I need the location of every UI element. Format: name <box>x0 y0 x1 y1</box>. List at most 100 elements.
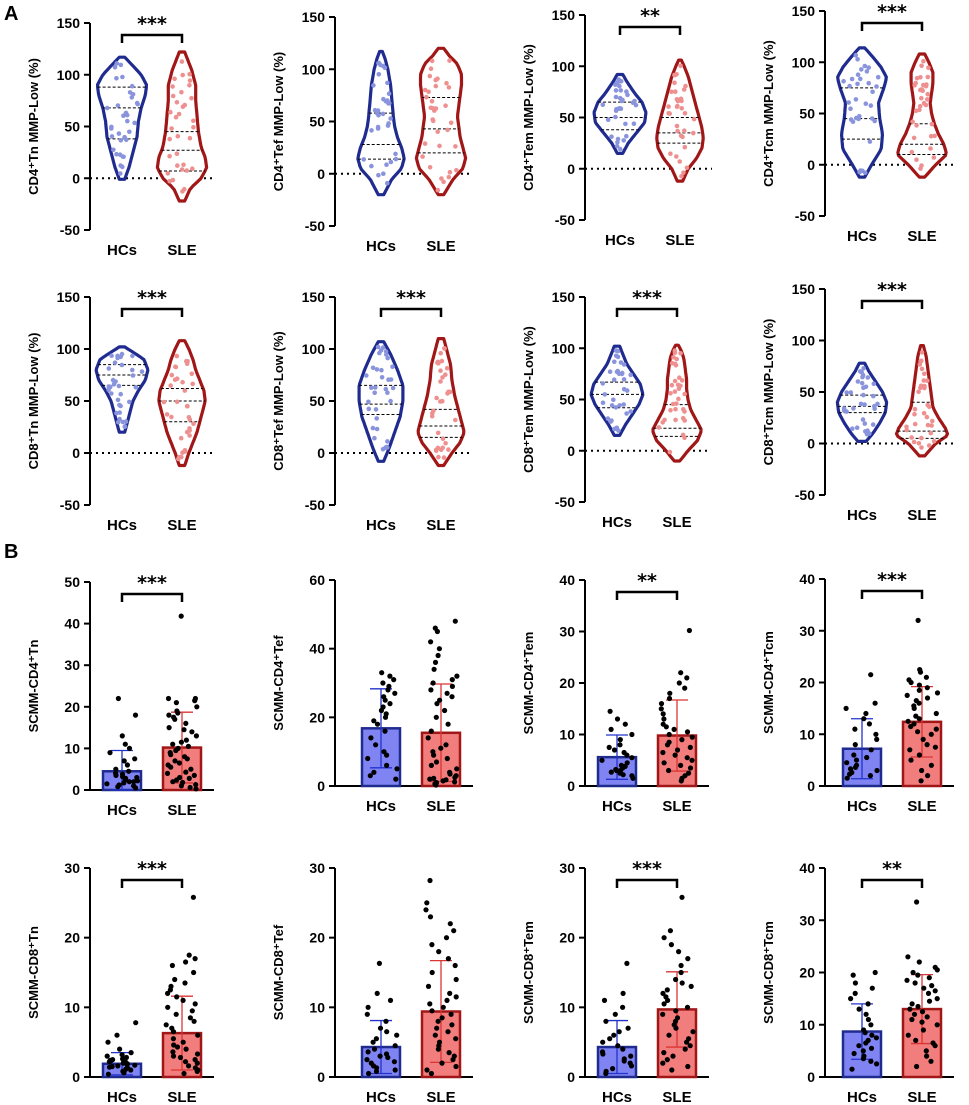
data-point <box>446 1050 452 1056</box>
data-point <box>870 89 875 95</box>
data-point <box>170 177 176 183</box>
data-point <box>676 680 682 686</box>
data-point <box>669 1067 675 1073</box>
data-point <box>427 165 433 170</box>
data-point <box>857 369 863 374</box>
data-point <box>169 372 175 378</box>
data-point <box>658 701 665 707</box>
y-tick-label: 50 <box>64 393 80 409</box>
data-point <box>178 739 184 745</box>
data-point <box>926 65 931 71</box>
data-point <box>183 769 189 775</box>
data-point <box>178 613 184 619</box>
data-point <box>661 760 667 766</box>
data-point <box>679 174 684 179</box>
data-point <box>368 735 374 741</box>
data-point <box>904 424 909 430</box>
data-point <box>928 731 934 737</box>
data-point <box>922 383 927 389</box>
data-point <box>428 762 434 769</box>
data-point <box>171 714 177 720</box>
data-point <box>911 135 917 141</box>
data-point <box>180 997 186 1004</box>
data-point <box>109 1063 115 1070</box>
data-point <box>599 757 605 763</box>
y-tick-label: 20 <box>559 675 575 691</box>
y-tick-label: 0 <box>72 782 80 798</box>
data-point <box>433 447 439 453</box>
data-point <box>374 367 380 372</box>
data-point <box>672 80 677 86</box>
data-point <box>439 1060 445 1066</box>
data-point <box>453 1036 459 1042</box>
data-point <box>923 1048 929 1054</box>
data-point <box>916 687 922 693</box>
data-point <box>115 103 121 108</box>
y-tick-label: 40 <box>799 571 815 587</box>
data-point <box>621 1056 627 1062</box>
data-point <box>679 98 684 104</box>
data-point <box>601 997 608 1004</box>
chart-a2: -50 0 50 100 150 HCs SLE CD4⁺Tef MMP-Low (%) <box>271 9 473 255</box>
data-point <box>855 81 860 87</box>
data-point <box>104 781 110 787</box>
significance-stars: *** <box>396 287 426 309</box>
y-tick-label: 20 <box>799 965 815 981</box>
data-point <box>427 877 433 884</box>
data-point <box>451 928 457 934</box>
data-point <box>124 137 129 143</box>
data-point <box>175 163 180 168</box>
data-point <box>916 959 922 965</box>
category-label-sle: SLE <box>662 514 691 531</box>
data-point <box>868 103 874 108</box>
data-point <box>128 1050 134 1056</box>
data-point <box>918 359 923 364</box>
data-point <box>366 1070 372 1077</box>
data-point <box>682 1046 688 1052</box>
data-point <box>393 156 399 162</box>
y-tick-label: 0 <box>807 778 815 794</box>
y-tick-label: 10 <box>799 1017 815 1033</box>
data-point <box>435 430 441 436</box>
data-point <box>182 186 187 192</box>
data-point <box>682 128 687 133</box>
data-point <box>909 149 915 155</box>
data-point <box>612 359 617 365</box>
significance-stars: *** <box>137 858 167 880</box>
y-tick-label: 40 <box>799 860 815 876</box>
data-point <box>364 1011 370 1017</box>
data-point <box>853 97 859 102</box>
data-point <box>848 117 854 122</box>
y-tick-label: 30 <box>309 860 325 876</box>
category-label-sle: SLE <box>662 1089 691 1105</box>
data-point <box>677 375 682 381</box>
data-point <box>911 721 917 727</box>
data-point <box>168 383 173 388</box>
data-point <box>912 980 918 986</box>
data-point <box>186 952 192 958</box>
data-point <box>439 1015 445 1021</box>
data-point <box>913 108 919 114</box>
data-point <box>855 379 861 384</box>
data-point <box>453 773 459 779</box>
data-point <box>123 110 129 116</box>
data-point <box>182 388 188 393</box>
data-point <box>920 1027 927 1033</box>
data-point <box>452 962 458 969</box>
y-axis-label: CD4⁺Tef MMP-Low (%) <box>271 52 286 192</box>
data-point <box>112 360 118 366</box>
data-point <box>374 721 381 727</box>
data-point <box>373 742 379 748</box>
data-point <box>379 670 385 676</box>
data-point <box>443 103 448 108</box>
data-point <box>663 994 669 1000</box>
data-point <box>376 172 381 178</box>
data-point <box>113 766 119 772</box>
data-point <box>607 369 613 375</box>
y-axis-label: CD8⁺Tn MMP-Low (%) <box>26 333 41 470</box>
data-point <box>682 409 687 414</box>
data-point <box>662 417 667 423</box>
data-point <box>915 617 921 624</box>
data-point <box>132 1062 138 1068</box>
data-point <box>126 768 132 774</box>
